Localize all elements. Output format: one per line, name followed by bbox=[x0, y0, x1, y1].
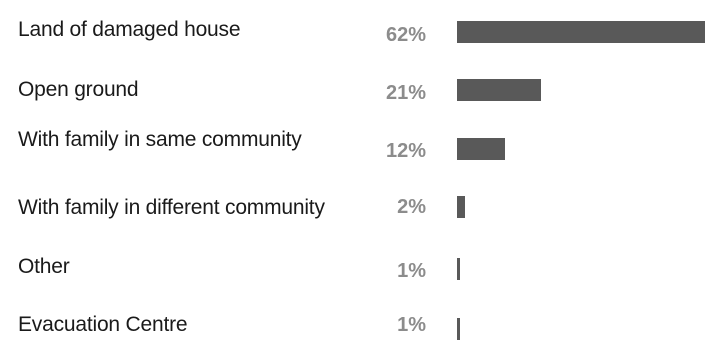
bar bbox=[457, 258, 460, 280]
value-label: 2% bbox=[397, 196, 426, 218]
category-label: Open ground bbox=[18, 78, 139, 101]
bar bbox=[457, 196, 465, 218]
bar bbox=[457, 318, 460, 340]
bar bbox=[457, 79, 541, 101]
category-label: Other bbox=[18, 255, 70, 278]
category-label: With family in different community bbox=[18, 196, 325, 219]
category-label: Land of damaged house bbox=[18, 18, 241, 41]
category-label: With family in same community bbox=[18, 128, 302, 151]
category-label: Evacuation Centre bbox=[18, 313, 188, 336]
value-label: 62% bbox=[385, 24, 426, 46]
value-label: 21% bbox=[385, 82, 426, 104]
bar bbox=[457, 138, 505, 160]
value-label: 1% bbox=[397, 314, 426, 336]
bar bbox=[457, 21, 705, 43]
value-label: 1% bbox=[397, 260, 426, 282]
value-label: 12% bbox=[385, 140, 426, 162]
